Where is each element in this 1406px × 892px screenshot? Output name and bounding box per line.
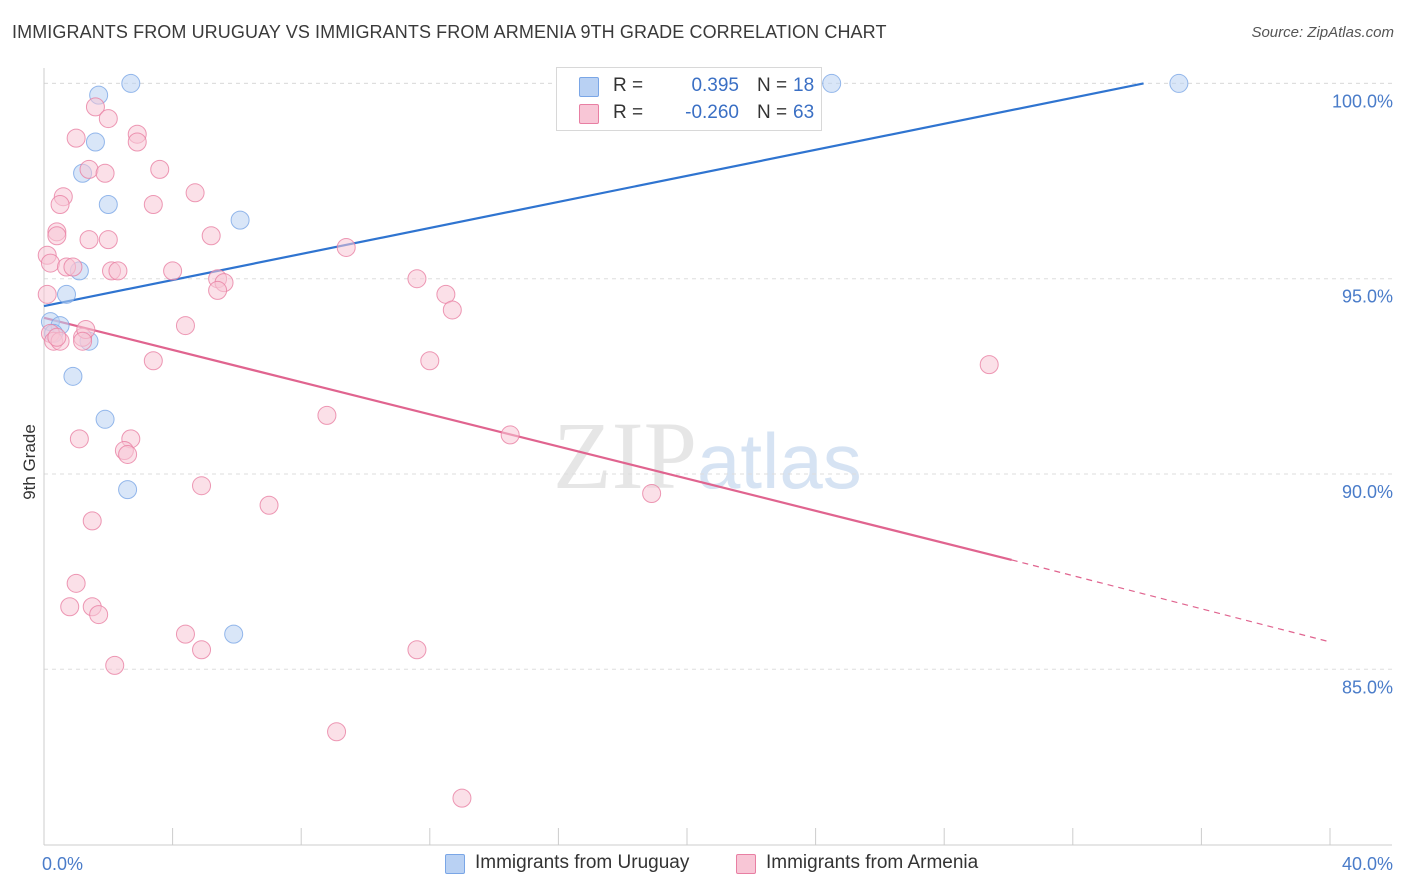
armenia-trend-line <box>43 316 1012 561</box>
legend-r-value-armenia: -0.260 <box>685 102 739 123</box>
armenia-point <box>127 132 147 152</box>
legend-n-value-uruguay: 18 <box>793 75 815 96</box>
axes <box>43 68 1392 846</box>
armenia-point <box>89 605 109 625</box>
armenia-point <box>442 300 462 320</box>
y-axis-title: 9th Grade <box>20 424 39 500</box>
uruguay-point <box>1169 73 1189 93</box>
y-tick-label: 95.0% <box>1342 287 1393 307</box>
armenia-point <box>175 316 195 336</box>
armenia-point <box>82 511 102 531</box>
armenia-point <box>47 327 67 347</box>
armenia-point <box>192 476 212 496</box>
armenia-point <box>63 257 83 277</box>
armenia-point <box>37 284 57 304</box>
armenia-point <box>47 226 67 246</box>
bottom-legend-swatch-armenia <box>736 854 756 874</box>
legend-box: R = 0.395 N = 18 R = -0.260 N = 63 <box>556 67 822 131</box>
bottom-legend-label-uruguay: Immigrants from Uruguay <box>475 852 690 873</box>
watermark-zip: ZIP <box>553 402 697 509</box>
armenia-point <box>642 484 662 504</box>
y-tick-label: 100.0% <box>1332 91 1393 111</box>
uruguay-trend-line <box>43 82 1144 308</box>
legend-r-label: R = <box>613 75 644 96</box>
armenia-point <box>452 788 472 808</box>
armenia-point <box>185 183 205 203</box>
uruguay-point <box>57 284 77 304</box>
armenia-point <box>163 261 183 281</box>
y-tick-label: 90.0% <box>1342 482 1393 502</box>
armenia-point <box>66 573 86 593</box>
uruguay-point <box>85 132 105 152</box>
armenia-point <box>108 261 128 281</box>
y-tick-label: 85.0% <box>1342 677 1393 697</box>
legend-n-value-armenia: 63 <box>793 102 815 123</box>
armenia-point <box>85 97 105 117</box>
data-points <box>37 73 1189 808</box>
uruguay-point <box>98 195 118 215</box>
x-tick-label-max: 40.0% <box>1342 854 1393 874</box>
armenia-point <box>420 351 440 371</box>
armenia-point <box>73 331 93 351</box>
armenia-point <box>979 355 999 375</box>
watermark: ZIPatlas <box>553 400 862 511</box>
armenia-point <box>50 195 70 215</box>
armenia-point <box>208 280 228 300</box>
chart-title: IMMIGRANTS FROM URUGUAY VS IMMIGRANTS FR… <box>12 22 887 42</box>
source-label: Source: ZipAtlas.com <box>1251 24 1394 41</box>
armenia-point <box>175 624 195 644</box>
legend-swatch-uruguay <box>579 77 599 97</box>
legend-n-label: N = <box>757 75 788 96</box>
armenia-point <box>95 163 115 183</box>
armenia-point <box>98 230 118 250</box>
armenia-point <box>118 444 138 464</box>
uruguay-point <box>822 73 842 93</box>
x-tick-label-min: 0.0% <box>42 854 83 874</box>
armenia-point <box>192 640 212 660</box>
armenia-point <box>150 159 170 179</box>
armenia-point <box>98 109 118 129</box>
tick-labels: 85.0% 90.0% 95.0% 100.0% 0.0% 40.0% <box>42 91 1393 874</box>
armenia-point <box>407 269 427 289</box>
armenia-point <box>327 722 347 742</box>
armenia-trend-extension <box>1011 559 1331 643</box>
armenia-point <box>79 159 99 179</box>
bottom-legend-swatch-uruguay <box>445 854 465 874</box>
armenia-point <box>79 230 99 250</box>
armenia-point <box>201 226 221 246</box>
legend-n-label: N = <box>757 102 788 123</box>
armenia-point <box>336 237 356 257</box>
uruguay-point <box>121 73 141 93</box>
uruguay-point <box>63 366 83 386</box>
armenia-point <box>143 351 163 371</box>
armenia-point <box>317 405 337 425</box>
armenia-point <box>105 655 125 675</box>
armenia-point <box>40 253 60 273</box>
armenia-point <box>500 425 520 445</box>
legend-r-value-uruguay: 0.395 <box>691 75 739 96</box>
bottom-legend-label-armenia: Immigrants from Armenia <box>766 852 979 873</box>
armenia-point <box>60 597 80 617</box>
gridlines <box>44 82 1392 670</box>
armenia-point <box>66 128 86 148</box>
uruguay-point <box>230 210 250 230</box>
uruguay-point <box>224 624 244 644</box>
uruguay-point <box>95 409 115 429</box>
armenia-point <box>259 495 279 515</box>
armenia-point <box>143 195 163 215</box>
armenia-point <box>69 429 89 449</box>
legend-swatch-armenia <box>579 104 599 124</box>
armenia-point <box>407 640 427 660</box>
trend-lines <box>43 82 1331 643</box>
watermark-atlas: atlas <box>697 417 862 505</box>
legend-r-label: R = <box>613 102 644 123</box>
uruguay-point <box>118 480 138 500</box>
